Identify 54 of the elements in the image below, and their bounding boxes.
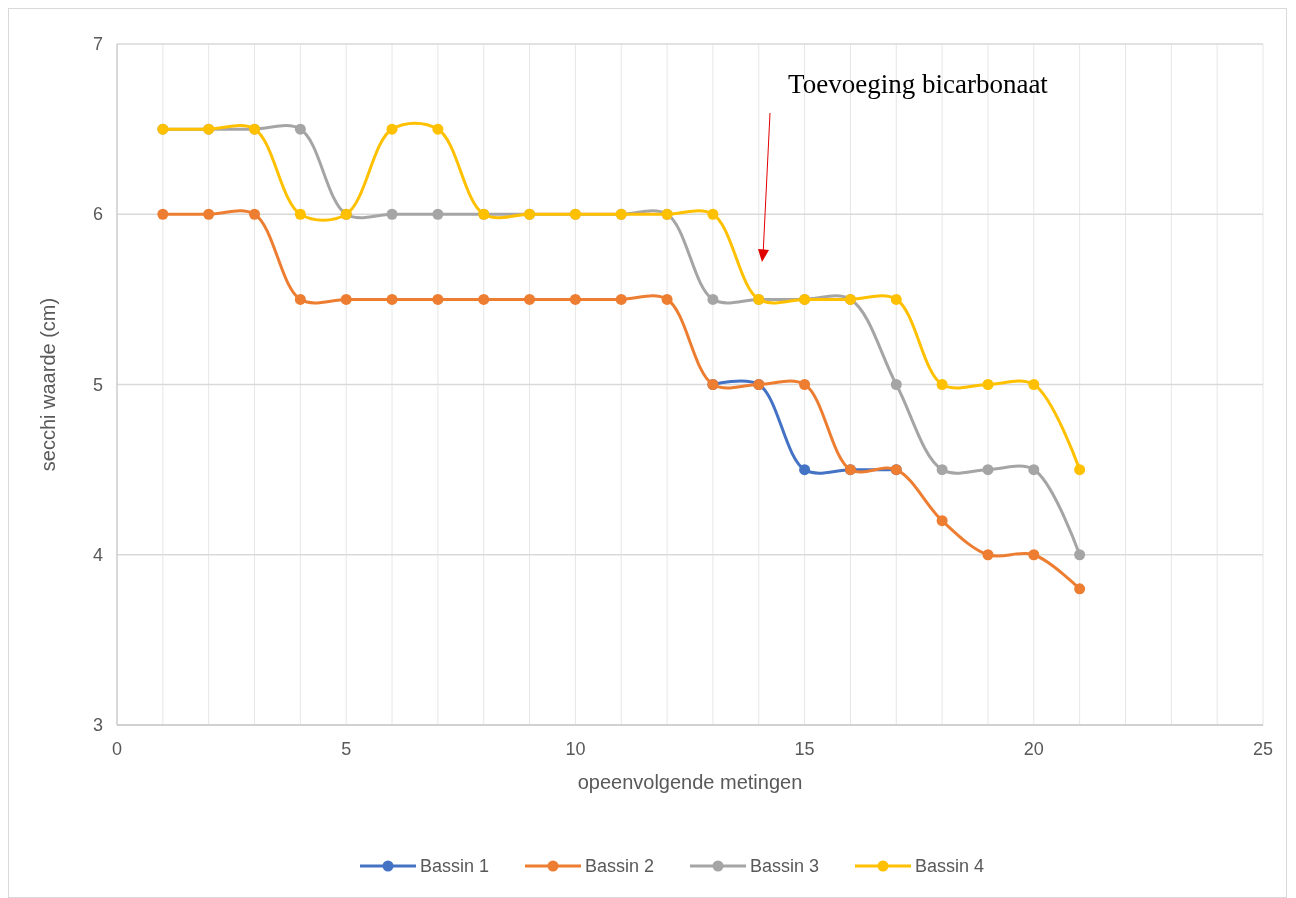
point bbox=[615, 293, 627, 305]
point bbox=[661, 293, 673, 305]
point bbox=[386, 293, 398, 305]
point bbox=[890, 293, 902, 305]
point bbox=[936, 464, 948, 476]
point bbox=[294, 293, 306, 305]
point bbox=[982, 549, 994, 561]
point bbox=[982, 379, 994, 390]
point bbox=[386, 123, 398, 135]
legend-label: Bassin 1 bbox=[420, 856, 490, 876]
x-tick-label: 0 bbox=[111, 739, 123, 759]
x-tick-label: 25 bbox=[1252, 739, 1274, 759]
point bbox=[707, 293, 719, 305]
x-tick-label: 10 bbox=[565, 739, 586, 759]
point bbox=[386, 208, 398, 220]
y-axis-title: secchi waarde (cm) bbox=[37, 297, 59, 472]
y-tick-label: 5 bbox=[92, 374, 103, 395]
point bbox=[1074, 549, 1086, 561]
point bbox=[340, 293, 352, 305]
legend-label: Bassin 4 bbox=[915, 856, 985, 876]
point bbox=[249, 208, 261, 220]
point bbox=[569, 293, 581, 305]
y-tick-label: 6 bbox=[92, 204, 103, 225]
legend-label: Bassin 2 bbox=[585, 856, 655, 876]
point bbox=[1028, 464, 1040, 476]
y-tick-label: 3 bbox=[92, 715, 103, 735]
point bbox=[157, 208, 169, 220]
x-axis-title: opeenvolgende metingen bbox=[577, 771, 803, 793]
point bbox=[1074, 464, 1086, 476]
point bbox=[936, 379, 948, 390]
point bbox=[1074, 583, 1086, 595]
point bbox=[203, 208, 215, 220]
x-tick-label: 20 bbox=[1023, 739, 1044, 759]
y-tick-label: 4 bbox=[92, 544, 103, 565]
y-tick-label: 7 bbox=[92, 34, 103, 54]
point bbox=[799, 379, 811, 390]
point bbox=[294, 123, 306, 135]
point bbox=[1028, 379, 1040, 390]
point bbox=[707, 208, 719, 220]
point bbox=[982, 464, 994, 476]
legend-label: Bassin 3 bbox=[750, 856, 820, 876]
point bbox=[432, 293, 444, 305]
point bbox=[294, 208, 306, 220]
point bbox=[478, 293, 490, 305]
point bbox=[1028, 549, 1040, 561]
x-tick-label: 15 bbox=[794, 739, 815, 759]
point bbox=[936, 515, 948, 527]
point bbox=[432, 123, 444, 135]
point bbox=[432, 208, 444, 220]
point bbox=[524, 293, 536, 305]
x-tick-label: 5 bbox=[341, 739, 352, 759]
annotation: Toevoeging bicarbonaat bbox=[788, 69, 1049, 99]
point bbox=[890, 379, 902, 390]
point bbox=[799, 464, 811, 476]
